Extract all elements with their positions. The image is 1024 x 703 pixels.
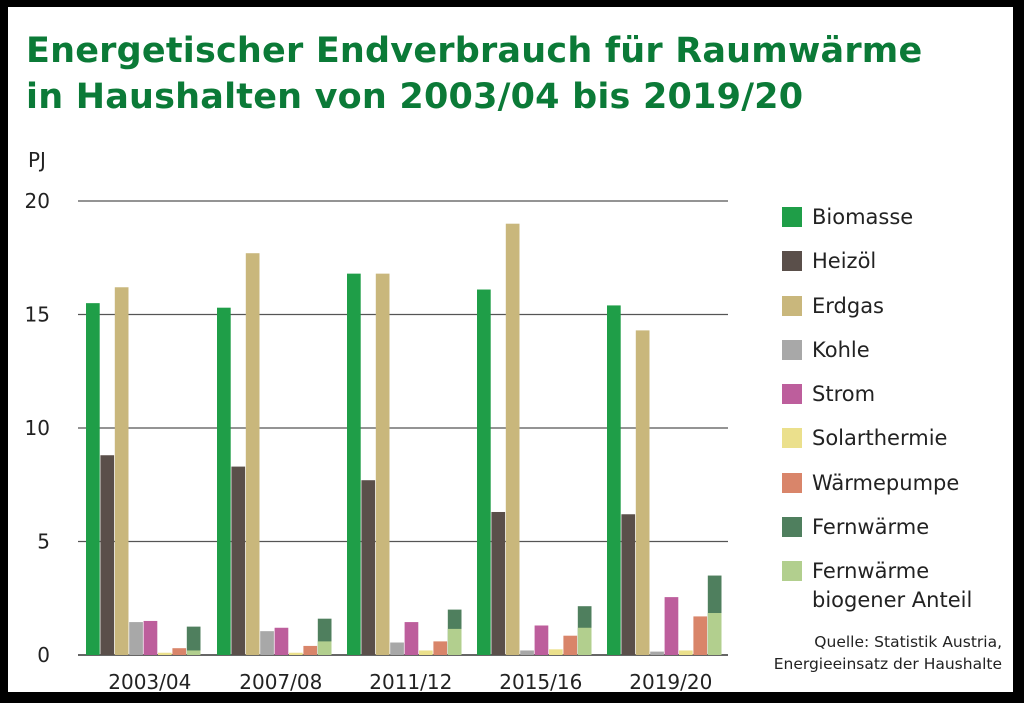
bar-strom-2019-20 — [664, 597, 679, 655]
bar-heizoel-2007-08 — [231, 466, 246, 655]
bar-waermepumpe-2019-20 — [693, 616, 708, 655]
bar-group-2007-08 — [217, 253, 332, 655]
bar-fernwaerme-biogener-anteil-2015-16 — [577, 627, 592, 655]
bar-solarthermie-2003-04 — [158, 652, 172, 655]
legend-item-fernwaerme-biogener-anteil: Fernwärme biogener Anteil — [782, 557, 1012, 612]
bar-kohle-2007-08 — [260, 631, 274, 655]
bar-fernwaerme-biogener-anteil-2019-20 — [707, 613, 722, 655]
bar-fernwaerme-2003-04 — [186, 626, 201, 655]
bar-solarthermie-2007-08 — [289, 652, 303, 655]
x-tick-label-2003-04: 2003/04 — [108, 670, 191, 694]
bar-solarthermie-2019-20 — [679, 650, 693, 655]
bar-kohle-2003-04 — [129, 622, 143, 655]
legend-swatch — [782, 295, 802, 316]
bar-erdgas-2015-16 — [505, 223, 520, 655]
legend-label-line-1: Fernwärme — [812, 559, 930, 584]
chart-title-line-1: Energetischer Endverbrauch für Raumwärme — [26, 31, 923, 71]
bar-heizoel-2015-16 — [491, 511, 506, 655]
legend-item-kohle: Kohle — [782, 336, 1012, 380]
y-axis-unit-label: PJ — [28, 148, 46, 172]
bar-erdgas-2007-08 — [245, 253, 260, 655]
source-line-2: Energieeinsatz der Haushalte — [773, 655, 1002, 673]
bar-fernwaerme-biogener-anteil-2003-04 — [186, 650, 201, 655]
legend-label: Fernwärme biogener Anteil — [812, 557, 972, 615]
x-axis-ticks: 2003/04 2007/08 2011/12 2015/16 2019/20 — [108, 670, 712, 694]
bar-kohle-2019-20 — [650, 651, 664, 655]
legend-swatch — [782, 472, 802, 493]
bar-biomasse-2011-12 — [347, 273, 361, 655]
bar-heizoel-2003-04 — [100, 455, 115, 655]
bar-biomasse-2019-20 — [607, 305, 621, 655]
legend-item-erdgas: Erdgas — [782, 292, 1012, 336]
legend-item-solarthermie: Solarthermie — [782, 424, 1012, 468]
bar-fernwaerme-biogener-anteil-2007-08 — [317, 641, 332, 655]
bar-biomasse-2003-04 — [86, 303, 100, 655]
bar-fernwaerme-biogener-anteil-2011-12 — [447, 628, 462, 655]
bar-biomasse-2007-08 — [217, 307, 231, 655]
legend: Biomasse Heizöl Erdgas Kohle Strom Solartherm… — [782, 203, 1012, 612]
x-tick-label-2007-08: 2007/08 — [239, 670, 322, 694]
legend-label: Fernwärme — [812, 515, 930, 540]
bar-erdgas-2019-20 — [635, 330, 650, 655]
bar-heizoel-2011-12 — [361, 480, 376, 655]
legend-item-fernwaerme: Fernwärme — [782, 513, 1012, 557]
x-tick-label-2011-12: 2011/12 — [369, 670, 452, 694]
y-tick-label: 15 — [25, 303, 50, 327]
bar-heizoel-2019-20 — [621, 514, 636, 655]
legend-swatch — [782, 207, 802, 227]
legend-label: Wärmepumpe — [812, 470, 960, 495]
legend-label-line-2: biogener Anteil — [812, 588, 973, 613]
legend-label: Heizöl — [812, 249, 877, 274]
bar-solarthermie-2015-16 — [549, 649, 563, 655]
chart-title: Energetischer Endverbrauch für Raumwärme… — [26, 28, 922, 120]
source-note: Quelle: Statistik Austria, Energieeinsat… — [774, 631, 1002, 675]
bar-solarthermie-2011-12 — [419, 650, 433, 655]
legend-item-waermepumpe: Wärmepumpe — [782, 469, 1012, 513]
legend-item-heizoel: Heizöl — [782, 247, 1012, 291]
source-line-1: Quelle: Statistik Austria, — [814, 633, 1002, 651]
bar-biomasse-2015-16 — [477, 289, 491, 655]
bars — [86, 223, 722, 655]
bar-kohle-2015-16 — [520, 650, 534, 655]
bar-group-2019-20 — [607, 305, 722, 655]
legend-swatch — [782, 517, 802, 538]
bar-erdgas-2011-12 — [375, 273, 390, 655]
bar-erdgas-2003-04 — [114, 287, 129, 655]
bar-strom-2007-08 — [274, 627, 289, 655]
chart-title-line-2: in Haushalten von 2003/04 bis 2019/20 — [26, 77, 804, 117]
bar-waermepumpe-2015-16 — [563, 635, 578, 655]
legend-label: Erdgas — [812, 293, 885, 318]
legend-swatch — [782, 339, 802, 360]
y-axis-ticks: 0 5 10 15 20 — [25, 189, 50, 667]
y-tick-label: 0 — [37, 643, 50, 667]
y-tick-label: 5 — [37, 530, 50, 554]
bar-waermepumpe-2007-08 — [303, 645, 318, 655]
legend-swatch — [782, 251, 802, 272]
legend-swatch — [782, 428, 802, 449]
legend-item-biomasse: Biomasse — [782, 203, 1012, 247]
bar-waermepumpe-2011-12 — [433, 641, 448, 655]
bar-group-2011-12 — [347, 273, 462, 655]
legend-label: Strom — [812, 382, 876, 407]
y-tick-label: 20 — [25, 189, 50, 213]
bar-waermepumpe-2003-04 — [172, 648, 187, 655]
x-tick-label-2019-20: 2019/20 — [629, 670, 712, 694]
bar-strom-2015-16 — [534, 625, 549, 655]
bar-strom-2011-12 — [404, 622, 419, 655]
bar-group-2015-16 — [477, 223, 592, 655]
legend-item-strom: Strom — [782, 380, 1012, 424]
bar-kohle-2011-12 — [390, 642, 404, 655]
legend-label: Kohle — [812, 337, 870, 362]
bar-strom-2003-04 — [143, 620, 158, 655]
legend-label: Biomasse — [812, 205, 914, 229]
y-tick-label: 10 — [25, 416, 50, 440]
bar-group-2003-04 — [86, 287, 201, 655]
x-tick-label-2015-16: 2015/16 — [499, 670, 582, 694]
legend-swatch — [782, 384, 802, 405]
legend-swatch — [782, 561, 802, 582]
legend-label: Solarthermie — [812, 426, 948, 451]
